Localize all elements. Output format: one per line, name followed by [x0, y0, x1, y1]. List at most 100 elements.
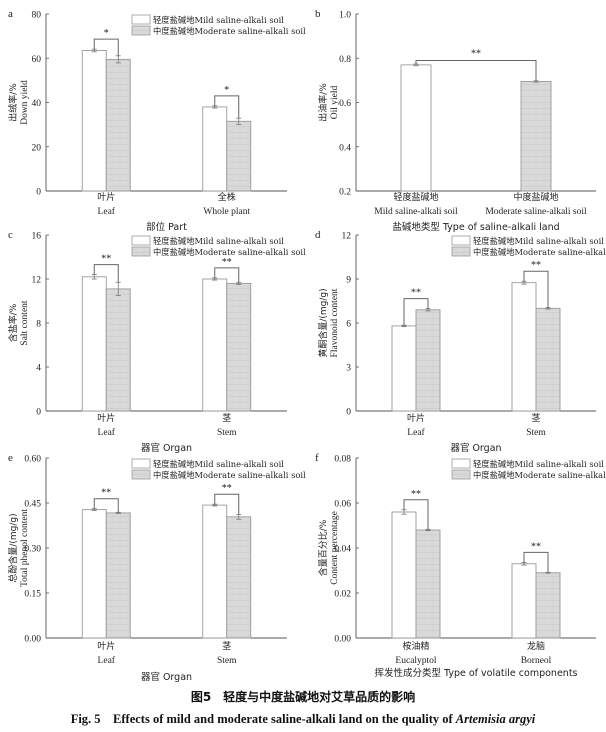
y-tick-label: 0	[36, 188, 41, 198]
legend-label-moderate: 中度盐碱地Moderate saline-alkali soil	[153, 26, 306, 36]
legend-swatch-mild	[131, 458, 151, 469]
bar-moderate	[415, 309, 441, 412]
x-tick-label-en: Leaf	[98, 206, 116, 217]
bar-moderate	[535, 307, 561, 412]
x-tick-label-cn: 茎	[531, 412, 540, 424]
x-tick-label-cn: 全株	[218, 191, 236, 203]
y-axis-label-en: Content percentage	[330, 511, 340, 585]
x-tick-label-en: Mild saline-alkali soil	[374, 207, 458, 217]
x-tick-label-cn: 茎	[222, 412, 231, 424]
significance-bracket	[214, 267, 240, 283]
y-tick-label: 60	[32, 55, 42, 65]
x-tick-label-en: Eucalyptol	[395, 656, 437, 666]
legend-label-moderate: 中度盐碱地Moderate saline-alkali soil	[153, 247, 306, 257]
y-tick-label: 12	[32, 276, 42, 286]
legend: 轻度盐碱地Mild saline-alkali soil中度盐碱地Moderat…	[451, 235, 606, 257]
significance-marker: **	[101, 254, 111, 265]
significance-marker: **	[222, 483, 232, 494]
significance-marker: *	[104, 28, 109, 39]
significance-marker: **	[531, 541, 541, 552]
panel-c: c 0 4 8 12 16 含盐率/% Salt content ** 叶片 Leaf ** 茎 Stem…	[7, 229, 306, 454]
x-tick-label-cn: 茎	[222, 640, 231, 652]
x-axis-title: 盐碱地类型 Type of saline-alkali land	[392, 221, 559, 233]
bar-mild	[400, 64, 432, 192]
x-tick-label-cn: 龙脑	[527, 640, 545, 652]
y-tick-label: 0.06	[334, 500, 351, 510]
x-axis-title: 挥发性成分类型 Type of volatile components	[375, 667, 578, 679]
significance-marker: **	[531, 260, 541, 271]
y-axis-label-cn: 总酚含量/(mg/g)	[7, 513, 19, 582]
bar-mild	[202, 106, 228, 192]
legend-swatch-mild	[131, 235, 151, 246]
y-tick-label: 0.00	[24, 635, 41, 645]
significance-bracket	[214, 95, 240, 119]
y-axis-label-cn: 含盐率/%	[7, 303, 19, 342]
bar-mild	[81, 50, 107, 192]
bar-mild	[391, 511, 417, 639]
bar-moderate	[535, 572, 561, 639]
significance-marker: **	[471, 48, 481, 59]
significance-bracket	[214, 493, 240, 515]
caption-en-prefix: Fig. 5 Effects of mild and moderate sali…	[70, 712, 456, 726]
x-tick-label-en: Whole plant	[203, 207, 250, 217]
x-tick-label-en: Leaf	[98, 427, 116, 438]
x-tick-label-en: Moderate saline-alkali soil	[485, 207, 587, 217]
significance-bracket	[523, 270, 549, 308]
y-tick-label: 0.30	[24, 545, 41, 555]
y-tick-label: 0.60	[24, 455, 41, 465]
x-tick-label-cn: 叶片	[97, 640, 115, 652]
panel-e: e 0.00 0.15 0.30 0.45 0.60 总酚含量/(mg/g) Total ph…	[7, 452, 306, 683]
y-axis-label-en: Oil yield	[330, 85, 340, 119]
y-axis-label-cn: 出油率/%	[317, 83, 329, 122]
bar-moderate	[226, 516, 252, 639]
y-tick-label: 40	[32, 99, 42, 109]
y-axis-label-en: Total phenol content	[20, 509, 30, 587]
legend-label-mild: 轻度盐碱地Mild saline-alkali soil	[473, 459, 604, 469]
legend-swatch-moderate	[131, 246, 151, 257]
y-tick-label: 0.04	[334, 545, 351, 555]
significance-marker: **	[411, 489, 421, 500]
y-tick-label: 0.02	[334, 590, 351, 600]
legend: 轻度盐碱地Mild saline-alkali soil中度盐碱地Moderat…	[131, 235, 306, 257]
legend-label-moderate: 中度盐碱地Moderate saline-alkali soil	[153, 470, 306, 480]
bar-mild	[511, 563, 537, 639]
legend-swatch-moderate	[451, 246, 471, 257]
legend-label-moderate: 中度盐碱地Moderate saline-alkali soil	[473, 247, 606, 257]
significance-bracket	[93, 264, 119, 283]
y-tick-label: 0	[346, 408, 351, 418]
y-tick-label: 0.00	[334, 635, 351, 645]
legend-label-mild: 轻度盐碱地Mild saline-alkali soil	[153, 236, 284, 246]
figure-caption-en: Fig. 5 Effects of mild and moderate sali…	[0, 708, 606, 727]
legend-swatch-moderate	[451, 469, 471, 480]
panel-f: f 0.00 0.02 0.04 0.06 0.08 含量百分比/% Content perc…	[315, 452, 606, 679]
y-tick-label: 16	[32, 232, 42, 242]
y-axis-label-cn: 含量百分比/%	[317, 519, 329, 576]
bar-moderate	[105, 288, 131, 412]
bar-moderate	[105, 512, 131, 639]
panel-label: d	[315, 229, 321, 241]
panel-label: a	[8, 8, 13, 20]
y-axis-label-en: Flavonoid content	[330, 288, 340, 357]
y-tick-label: 0.45	[24, 500, 41, 510]
x-tick-label-en: Stem	[526, 428, 546, 438]
bar-moderate	[415, 529, 441, 639]
legend-swatch-mild	[451, 235, 471, 246]
bar-mild	[81, 509, 107, 639]
y-axis-label-cn: 出绒率/%	[7, 83, 19, 122]
panel-label: b	[315, 8, 321, 20]
bar-mild	[81, 276, 107, 412]
significance-marker: **	[101, 488, 111, 499]
bar-mild	[511, 282, 537, 412]
significance-bracket	[93, 498, 119, 513]
significance-bracket	[93, 38, 119, 56]
legend: 轻度盐碱地Mild saline-alkali soil中度盐碱地Moderat…	[131, 14, 306, 36]
y-tick-label: 80	[32, 11, 42, 21]
y-tick-label: 0.2	[339, 188, 351, 198]
x-tick-label-en: Stem	[217, 428, 237, 438]
legend-swatch-moderate	[131, 469, 151, 480]
caption-en-species: Artemisia argyi	[455, 712, 536, 726]
legend-swatch-mild	[131, 14, 151, 25]
x-tick-label-en: Leaf	[407, 427, 425, 438]
bar-moderate	[105, 58, 131, 192]
